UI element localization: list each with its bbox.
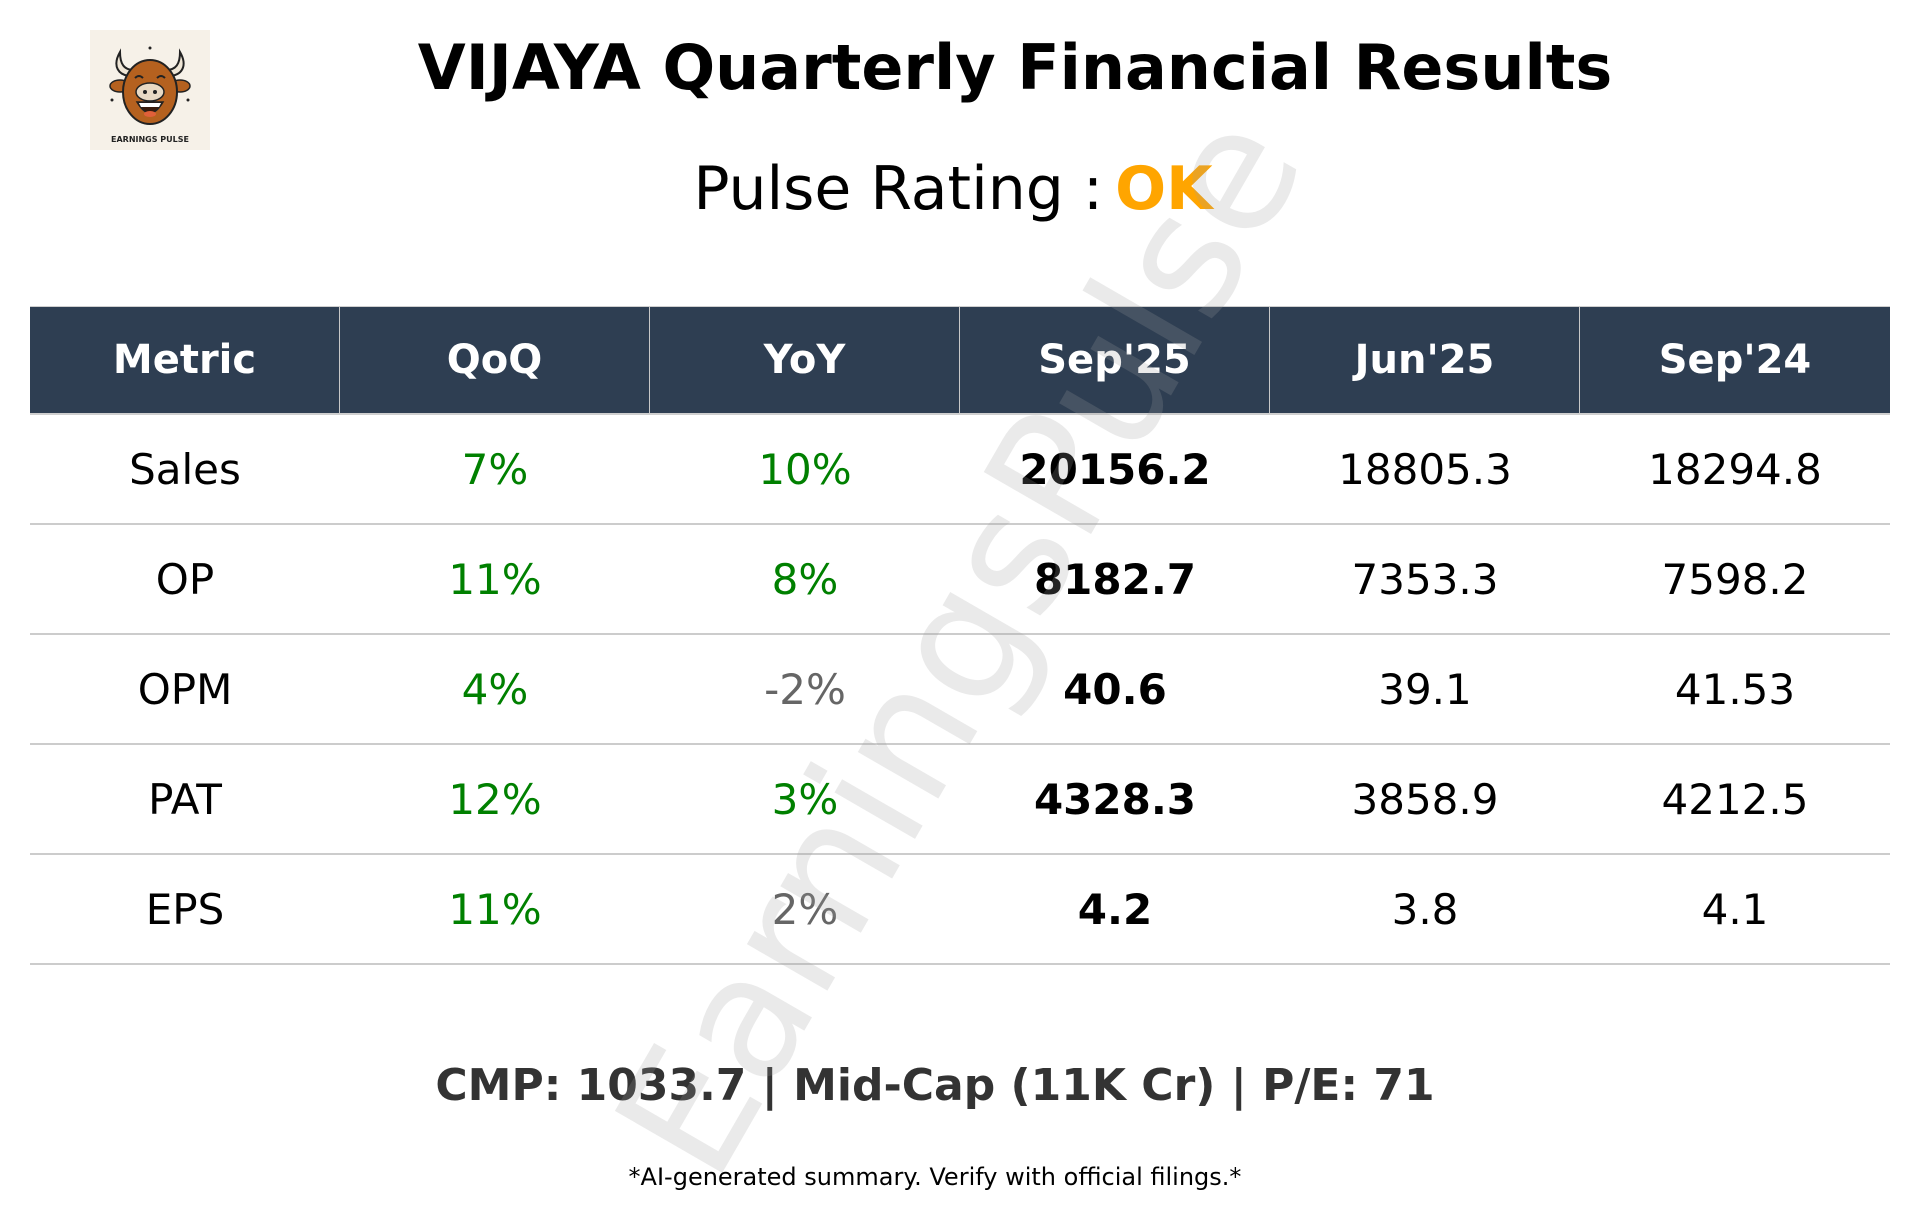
table-header: Metric QoQ YoY Sep'25 Jun'25 Sep'24 [30,306,1890,415]
financial-results-table: Metric QoQ YoY Sep'25 Jun'25 Sep'24 Sale… [30,306,1890,965]
previous-quarter-value: 7353.3 [1351,554,1499,604]
table-row-eps: EPS 11% 2% 4.2 3.8 4.1 [30,855,1890,965]
disclaimer: *AI-generated summary. Verify with offic… [628,1163,1242,1191]
previous-quarter-value: 18805.3 [1338,444,1512,494]
yoy-change: 8% [771,554,839,604]
metric-name: EPS [145,884,225,934]
metric-name: PAT [148,774,222,824]
metric-name: Sales [129,444,241,494]
column-header-yoy: YoY [650,307,960,413]
previous-quarter-value: 39.1 [1378,664,1472,714]
column-header-sep25: Sep'25 [960,307,1270,413]
current-quarter-value: 8182.7 [1033,554,1197,604]
column-header-qoq: QoQ [340,307,650,413]
bull-mascot-icon: EARNINGS PULSE [90,30,210,150]
logo-caption: EARNINGS PULSE [111,135,189,144]
table-row-opm: OPM 4% -2% 40.6 39.1 41.53 [30,635,1890,745]
qoq-change: 4% [461,664,529,714]
qoq-change: 11% [448,554,542,604]
metric-name: OP [155,554,215,604]
table-row-sales: Sales 7% 10% 20156.2 18805.3 18294.8 [30,415,1890,525]
column-header-sep24: Sep'24 [1658,337,1812,383]
metric-name: OPM [137,664,233,714]
current-quarter-value: 20156.2 [1019,444,1211,494]
table-row-pat: PAT 12% 3% 4328.3 3858.9 4212.5 [30,745,1890,855]
year-ago-value: 7598.2 [1661,554,1809,604]
qoq-change: 11% [448,884,542,934]
pulse-rating: Pulse Rating : OK [0,151,1906,227]
pulse-rating-value: OK [1115,154,1213,224]
qoq-change: 7% [461,444,529,494]
yoy-change: 3% [771,774,839,824]
qoq-change: 12% [448,774,542,824]
page-title: VIJAYA Quarterly Financial Results [417,31,1613,104]
previous-quarter-value: 3858.9 [1351,774,1499,824]
earnings-pulse-logo: EARNINGS PULSE [90,30,210,150]
current-quarter-value: 40.6 [1063,664,1167,714]
previous-quarter-value: 3.8 [1391,884,1459,934]
column-header-jun25: Jun'25 [1270,307,1580,413]
year-ago-value: 4212.5 [1661,774,1809,824]
year-ago-value: 18294.8 [1648,444,1822,494]
column-header-metric: Metric [30,307,340,413]
yoy-change: 2% [771,884,839,934]
yoy-change: 10% [758,444,852,494]
table-row-op: OP 11% 8% 8182.7 7353.3 7598.2 [30,525,1890,635]
yoy-change: -2% [764,664,846,714]
pulse-rating-label: Pulse Rating : [693,154,1104,224]
market-stats: CMP: 1033.7 | Mid-Cap (11K Cr) | P/E: 71 [435,1060,1435,1111]
current-quarter-value: 4328.3 [1033,774,1197,824]
year-ago-value: 4.1 [1701,884,1769,934]
year-ago-value: 41.53 [1674,664,1796,714]
current-quarter-value: 4.2 [1077,884,1153,934]
